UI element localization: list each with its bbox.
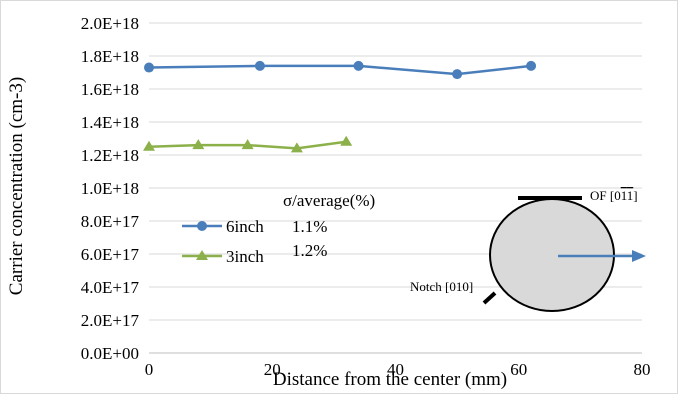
notch-label: Notch [010] [410, 279, 473, 294]
y-tick-label: 1.4E+18 [81, 113, 139, 132]
direction-arrowhead [632, 250, 646, 262]
notch-mark [482, 291, 497, 305]
y-tick-label: 8.0E+17 [81, 212, 140, 231]
legend-marker-6inch [197, 221, 207, 231]
data-point-6inch [254, 60, 265, 71]
y-tick-label: 2.0E+17 [81, 311, 140, 330]
x-tick-label: 20 [264, 360, 281, 379]
wafer-diagram: OF [011] Notch [010] [410, 188, 646, 312]
data-point-3inch [241, 139, 254, 150]
legend-stat-3inch: 1.2% [292, 241, 327, 260]
data-point-3inch [340, 135, 353, 146]
y-tick-label: 0.0E+00 [81, 344, 139, 363]
legend-label-3inch: 3inch [226, 247, 264, 266]
y-axis-label: Carrier concentration (cm-3) [6, 77, 27, 295]
x-tick-label: 60 [510, 360, 527, 379]
legend-marker-3inch [196, 250, 208, 260]
data-point-6inch [144, 62, 154, 73]
of-label: OF [011] [590, 188, 638, 203]
series-line-6inch [148, 64, 532, 76]
y-tick-label: 1.8E+18 [81, 47, 139, 66]
legend-label-6inch: 6inch [226, 217, 264, 236]
y-tick-label: 4.0E+17 [81, 278, 140, 297]
x-tick-labels: 0 20 40 60 80 [145, 360, 651, 379]
y-tick-label: 1.6E+18 [81, 80, 139, 99]
x-axis-label: Distance from the center (mm) [273, 369, 507, 390]
data-point-6inch [526, 60, 537, 71]
data-point-3inch [290, 142, 303, 153]
series-group [143, 60, 537, 153]
data-point-6inch [452, 69, 463, 80]
data-point-6inch [353, 60, 364, 71]
y-tick-label: 1.0E+18 [81, 179, 139, 198]
x-tick-label: 40 [387, 360, 404, 379]
x-tick-label: 80 [634, 360, 651, 379]
data-point-3inch [192, 139, 205, 150]
data-point-3inch [143, 140, 155, 151]
x-tick-label: 0 [145, 360, 154, 379]
legend: σ/average(%) 6inch 1.1% 3inch 1.2% [182, 191, 375, 266]
y-tick-label: 2.0E+18 [81, 14, 139, 33]
legend-stat-6inch: 1.1% [292, 217, 327, 236]
y-tick-label: 6.0E+17 [81, 245, 140, 264]
y-tick-label: 1.2E+18 [81, 146, 139, 165]
y-tick-labels: 0.0E+00 2.0E+17 4.0E+17 6.0E+17 8.0E+17 1.0E+… [81, 14, 140, 363]
legend-header: σ/average(%) [283, 191, 375, 210]
